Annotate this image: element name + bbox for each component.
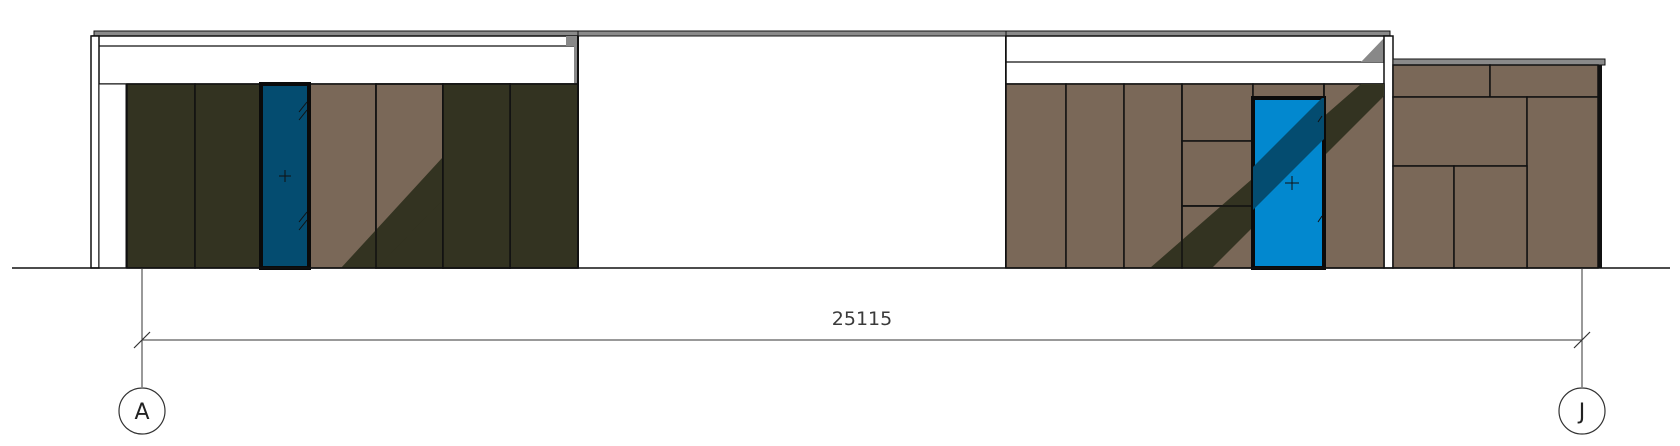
left-cladding-panel (194, 83, 262, 269)
annex-panel (1453, 165, 1528, 269)
annex-panel (1392, 165, 1455, 269)
dimension-value: 25115 (832, 308, 892, 330)
right-cladding-panel (1252, 83, 1325, 99)
annex-panel (1526, 96, 1599, 269)
left-fascia (91, 35, 579, 85)
grid-label-a: A (134, 400, 149, 425)
annex-panel (1392, 96, 1528, 167)
right-cladding-panel (1065, 83, 1125, 269)
grid-line-j: J (1558, 268, 1606, 435)
annex-panel (1392, 64, 1491, 98)
left-column (90, 35, 100, 269)
right-cladding-panel (1181, 83, 1254, 142)
grid-bubble-a (118, 387, 166, 435)
annex-panel (1489, 64, 1599, 98)
grid-label-j: J (1577, 400, 1586, 425)
left-door (259, 82, 311, 270)
right-fascia-shadow (1361, 38, 1384, 62)
centre-section (577, 30, 1007, 268)
annex-roof-cap (1392, 58, 1606, 66)
annex (1392, 58, 1606, 269)
overall-dimension: 25115 (133, 308, 1591, 349)
right-cladding-panel (1005, 83, 1067, 269)
centre-roof-cap (577, 30, 1007, 37)
left-diagonal-shadow (376, 200, 443, 268)
grid-bubble-j (1558, 387, 1606, 435)
grid-line-a: A (118, 268, 166, 435)
left-cladding-panel (126, 83, 196, 269)
right-cladding-panel (1123, 83, 1183, 269)
left-fascia-shadow (566, 36, 578, 84)
right-door (1251, 96, 1326, 270)
right-wing (1005, 30, 1606, 270)
right-fascia (1005, 35, 1391, 85)
left-cladding-panel (308, 83, 377, 269)
left-column-inner (98, 83, 127, 269)
right-column (1383, 35, 1394, 269)
left-wing (90, 30, 580, 270)
